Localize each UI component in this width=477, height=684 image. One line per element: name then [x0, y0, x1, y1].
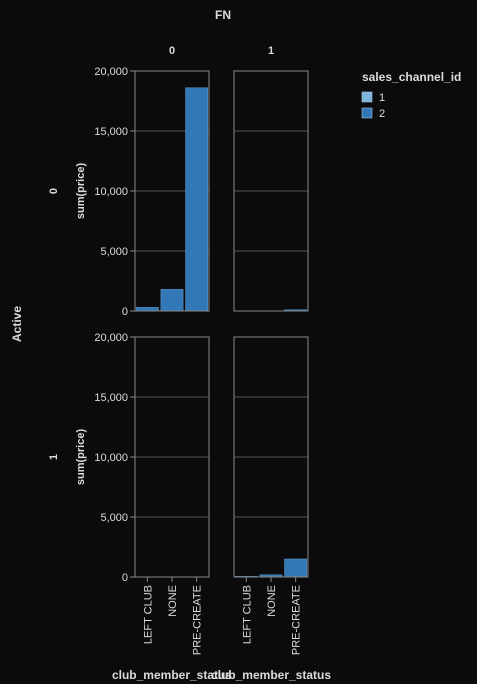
chart-title: FN	[215, 8, 231, 22]
panel-frame	[233, 70, 309, 312]
x-axis-label-col-1: club_member_status	[211, 668, 331, 682]
row-header-0: 0	[48, 188, 60, 194]
x-tick-label: NONE	[167, 585, 179, 617]
y-tick-label: 20,000	[94, 332, 128, 344]
x-tick-label: PRE-CREATE	[291, 585, 303, 655]
column-header-1: 1	[268, 45, 274, 57]
x-tick-label: PRE-CREATE	[192, 585, 204, 655]
x-axis-label-col-0: club_member_status	[112, 668, 232, 682]
y-axis-label-row-1: sum(price)	[75, 429, 87, 486]
legend-label-1: 1	[379, 92, 385, 104]
x-tick-label: NONE	[266, 585, 278, 617]
y-tick-label: 5,000	[100, 512, 128, 524]
panel-row1-col0: 0 5,000 10,000 15,000 20,000 LEFT CLUB NONE PRE…	[94, 332, 210, 655]
panel-frame	[134, 70, 210, 312]
x-tick-label: LEFT CLUB	[142, 585, 154, 644]
panel-row0-col1	[233, 70, 309, 312]
bar-none	[160, 289, 184, 312]
y-tick-label: 10,000	[94, 186, 128, 198]
y-tick-label: 5,000	[100, 246, 128, 258]
panel-row0-col0: 0 5,000 10,000 15,000 20,000	[94, 66, 210, 318]
y-tick-label: 15,000	[94, 126, 128, 138]
legend-label-2: 2	[379, 108, 385, 120]
row-title: Active	[10, 306, 24, 342]
legend: sales_channel_id 1 2	[361, 70, 461, 120]
y-tick-label: 0	[122, 572, 128, 584]
x-tick-label: LEFT CLUB	[241, 585, 253, 644]
bar-left-club	[135, 307, 159, 312]
legend-swatch-2	[361, 107, 373, 119]
panel-row1-col1: LEFT CLUB NONE PRE-CREATE	[233, 336, 309, 655]
y-axis-label-row-0: sum(price)	[75, 163, 87, 220]
legend-swatch-1	[361, 91, 373, 103]
y-tick-label: 20,000	[94, 66, 128, 78]
bar-pre-create	[185, 87, 209, 312]
y-tick-label: 0	[122, 306, 128, 318]
row-header-1: 1	[48, 454, 60, 460]
legend-title: sales_channel_id	[362, 70, 461, 84]
column-header-0: 0	[169, 45, 175, 57]
y-tick-label: 10,000	[94, 452, 128, 464]
y-tick-label: 15,000	[94, 392, 128, 404]
bar-pre-create	[284, 558, 308, 578]
